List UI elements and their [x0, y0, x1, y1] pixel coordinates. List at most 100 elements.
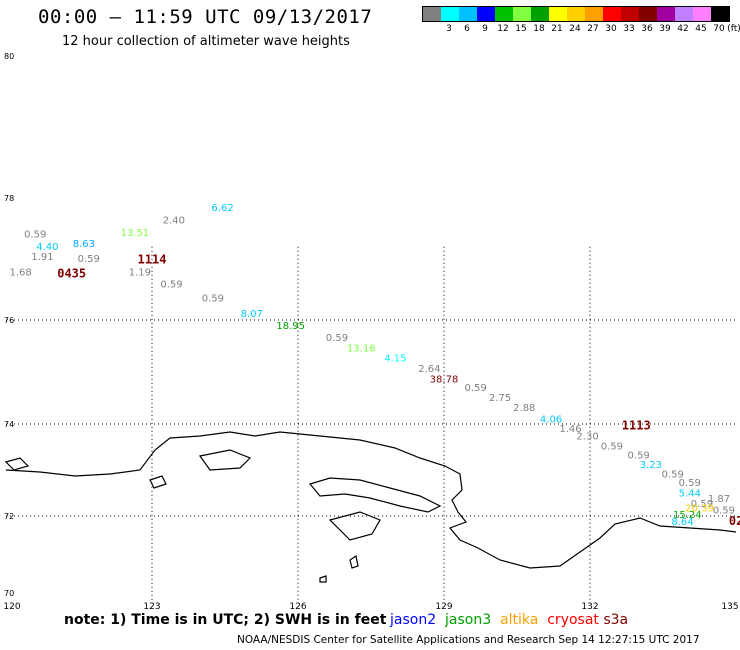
legend-swatch — [495, 7, 513, 21]
wave-height-label: 1.91 — [31, 252, 53, 263]
wave-height-label: 5.44 — [679, 489, 701, 500]
legend-swatch — [693, 7, 711, 21]
legend-value-label: 36 — [641, 24, 653, 34]
wave-height-label: 0.59 — [326, 333, 348, 344]
lat-lon-grid — [6, 246, 736, 600]
island-outline — [198, 449, 252, 471]
lat-tick-label: 76 — [4, 316, 14, 325]
wave-height-label: 4.15 — [384, 354, 406, 365]
legend-swatch — [531, 7, 549, 21]
lon-tick-label: 129 — [435, 602, 452, 612]
satellite-legend: jason2 jason3 altika cryosat s3a — [390, 612, 628, 628]
legend-value-label: 6 — [464, 24, 470, 34]
lon-tick-label: 123 — [143, 602, 160, 612]
legend-swatch — [567, 7, 585, 21]
legend-value-label: 18 — [533, 24, 545, 34]
wave-height-label: 4.06 — [540, 414, 562, 425]
legend-swatch — [513, 7, 531, 21]
wave-height-label: 2.30 — [576, 432, 598, 443]
legend-value-label: 3 — [446, 24, 452, 34]
wave-height-label: 2.40 — [163, 216, 185, 227]
legend-swatch — [423, 7, 441, 21]
legend-value-label: 70 — [713, 24, 725, 34]
legend-swatch — [657, 7, 675, 21]
axis-labels: 80 78 76 74 72 70 120 123 126 129 132 135 — [3, 52, 738, 612]
lat-tick-label: 74 — [4, 420, 14, 429]
wave-height-label: 2.64 — [418, 364, 440, 375]
legend-value-label: 42 — [677, 24, 689, 34]
wave-height-label: 38.78 — [430, 374, 459, 385]
satellite-cryosat: cryosat — [547, 612, 599, 628]
wave-height-label: 1.19 — [129, 267, 151, 278]
wave-height-label: 0.59 — [713, 506, 735, 517]
wave-height-label: 2.88 — [513, 403, 535, 414]
legend-value-label: 21 — [551, 24, 563, 34]
wave-height-label: 20.39 — [685, 503, 714, 514]
wave-height-label: 1.46 — [559, 424, 581, 435]
wave-height-label: 18.95 — [276, 321, 305, 332]
legend-value-label: 24 — [569, 24, 581, 34]
satellite-jason2: jason2 — [390, 612, 437, 628]
legend-value-label: 33 — [623, 24, 635, 34]
wave-height-label: 8.63 — [73, 239, 95, 250]
satellite-altika: altika — [500, 612, 539, 628]
wave-height-label: 0.59 — [691, 499, 713, 510]
wave-height-label: 1.68 — [9, 267, 31, 278]
wave-height-label: 0.59 — [78, 254, 100, 265]
wave-height-label: 0.59 — [662, 469, 684, 480]
color-legend: 3 6 9 12 15 18 21 24 27 30 33 36 39 42 45 70 (ft) — [422, 6, 740, 36]
wave-height-label: 1.87 — [708, 494, 730, 505]
pass-time-labels: 0435 1114 1113 0256 — [57, 252, 740, 528]
wave-height-label: 0.59 — [160, 280, 182, 291]
legend-swatch — [603, 7, 621, 21]
legend-value-label: 15 — [515, 24, 527, 34]
wave-height-label: 15.24 — [673, 510, 702, 521]
wave-height-label: 0.59 — [601, 441, 623, 452]
wave-height-label: 4.40 — [36, 242, 58, 253]
wave-height-label: 0.59 — [465, 383, 487, 394]
wave-height-label: 0.59 — [24, 230, 46, 241]
pass-time-label: 0256 — [729, 514, 740, 528]
wave-height-label: 6.62 — [211, 203, 233, 214]
wave-height-label: 0.59 — [202, 294, 224, 305]
legend-swatch — [459, 7, 477, 21]
legend-swatch — [639, 7, 657, 21]
lat-tick-label: 78 — [4, 194, 14, 203]
legend-unit: (ft) — [727, 24, 740, 34]
wave-height-label: 0.59 — [679, 478, 701, 489]
wave-height-label: 2.75 — [489, 393, 511, 404]
pass-time-label: 0435 — [57, 266, 86, 280]
island-outline — [319, 575, 327, 583]
legend-value-label: 9 — [482, 24, 488, 34]
island-outline — [349, 555, 359, 569]
lon-tick-label: 135 — [721, 602, 738, 612]
lat-tick-label: 80 — [4, 52, 14, 61]
island-outline — [4, 457, 30, 471]
legend-value-label: 30 — [605, 24, 617, 34]
legend-swatch-bar — [422, 6, 730, 22]
legend-swatch — [441, 7, 459, 21]
legend-label-row: 3 6 9 12 15 18 21 24 27 30 33 36 39 42 45 70 (ft) — [422, 22, 740, 36]
lat-tick-label: 70 — [4, 589, 14, 598]
lon-tick-label: 132 — [581, 602, 598, 612]
map-subtitle: 12 hour collection of altimeter wave hei… — [62, 34, 350, 49]
legend-value-label: 39 — [659, 24, 671, 34]
wave-height-label: 13.51 — [121, 228, 150, 239]
footer-note: note: 1) Time is in UTC; 2) SWH is in fe… — [64, 612, 387, 628]
legend-swatch — [675, 7, 693, 21]
wave-height-label: 8.07 — [241, 309, 263, 320]
island-outline — [308, 477, 442, 513]
island-outline — [149, 475, 167, 489]
pass-time-label: 1114 — [138, 252, 167, 266]
lon-tick-label: 120 — [3, 602, 20, 612]
lat-tick-label: 72 — [4, 512, 14, 521]
mainland-coastline — [5, 431, 737, 569]
wave-height-label: 3.23 — [640, 460, 662, 471]
wave-height-label: 13.16 — [347, 344, 376, 355]
wave-height-values: 0.594.40 8.631.91 0.591.68 1.1913.512.406.6… — [9, 203, 735, 528]
wave-height-label: 8.64 — [671, 517, 693, 528]
island-outline — [328, 511, 381, 541]
pass-time-label: 1113 — [622, 419, 651, 433]
